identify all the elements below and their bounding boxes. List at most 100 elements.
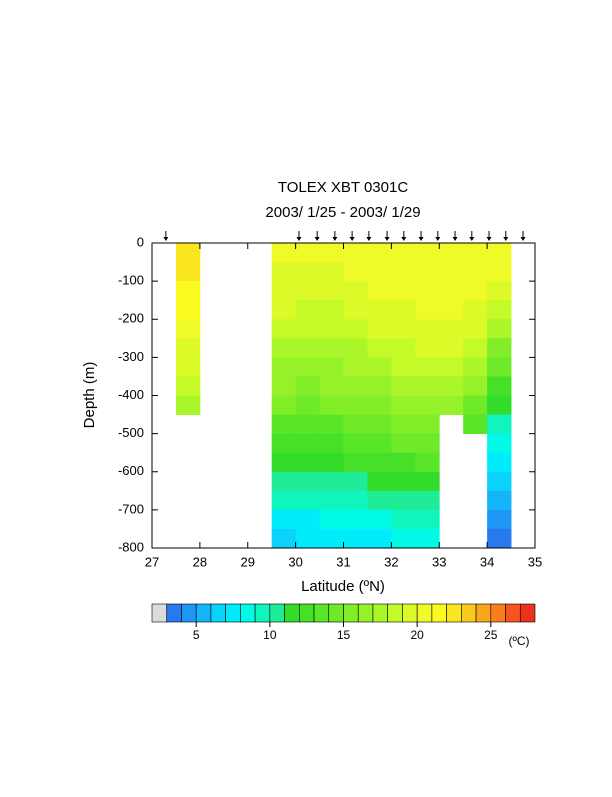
contour-cell — [295, 471, 320, 492]
station-arrowhead — [401, 237, 407, 241]
y-axis-label: Depth (m) — [81, 362, 98, 429]
contour-cell — [367, 300, 392, 320]
contour-cell — [271, 300, 297, 320]
contour-cell — [463, 281, 488, 301]
contour-cell — [319, 357, 344, 377]
colorbar-box — [387, 603, 403, 623]
contour-cell — [463, 300, 488, 320]
contour-cell — [487, 300, 512, 320]
contour-cell — [463, 395, 488, 415]
contour-cell — [319, 452, 344, 473]
contour-cell — [487, 243, 512, 263]
contour-cell — [391, 319, 416, 339]
contour-cell — [367, 490, 392, 511]
contour-cell — [415, 376, 440, 396]
contour-cell — [487, 433, 512, 454]
contour-cell — [319, 395, 344, 415]
contour-cell — [391, 471, 416, 492]
colorbar-tick-label: 15 — [337, 628, 351, 642]
contour-cell — [271, 490, 297, 511]
contour-cell — [295, 414, 320, 435]
contour-cell — [487, 528, 512, 549]
contour-cell — [463, 357, 488, 377]
contour-cell — [487, 281, 512, 301]
contour-cell — [319, 243, 344, 263]
contour-cell — [391, 300, 416, 320]
contour-cell — [175, 357, 201, 377]
contour-cell — [439, 338, 464, 358]
y-tick-label: -700 — [118, 501, 144, 516]
contour-cell — [463, 338, 488, 358]
contour-cell — [295, 262, 320, 282]
colorbar-box — [519, 603, 536, 623]
contour-cell — [487, 376, 512, 396]
x-tick-label: 29 — [241, 554, 255, 569]
contour-cell — [295, 490, 320, 511]
contour-cell — [487, 509, 512, 530]
colorbar-box — [372, 603, 388, 623]
contour-cell — [391, 490, 416, 511]
contour-cell — [487, 262, 512, 282]
contour-cell — [343, 433, 368, 454]
contour-cell — [391, 338, 416, 358]
contour-cell — [415, 262, 440, 282]
contour-cell — [463, 243, 488, 263]
contour-cell — [439, 300, 464, 320]
station-arrowhead — [314, 237, 320, 241]
contour-cell — [367, 281, 392, 301]
contour-cell — [295, 433, 320, 454]
contour-cell — [367, 471, 392, 492]
colorbar-box — [328, 603, 344, 623]
colorbar-box — [431, 603, 447, 623]
contour-cell — [487, 357, 512, 377]
contour-cell — [415, 528, 440, 549]
contour-cell — [487, 490, 512, 511]
contour-cell — [415, 338, 440, 358]
contour-cell — [319, 319, 344, 339]
contour-cell — [415, 433, 440, 454]
contour-cell — [439, 357, 464, 377]
contour-cell — [487, 338, 512, 358]
x-axis-label: Latitude (ºN) — [301, 578, 385, 595]
station-arrowhead — [520, 237, 526, 241]
station-arrowhead — [296, 237, 302, 241]
station-arrowhead — [503, 237, 509, 241]
colorbar-tick-label: 5 — [193, 628, 200, 642]
station-arrowhead — [332, 237, 338, 241]
contour-cell — [343, 490, 368, 511]
station-arrowhead — [384, 237, 390, 241]
x-tick-label: 30 — [288, 554, 302, 569]
contour-cell — [487, 319, 512, 339]
contour-cell — [343, 338, 368, 358]
contour-cell — [271, 357, 297, 377]
colorbar-unit: (ºC) — [508, 634, 529, 648]
contour-cell — [367, 452, 392, 473]
contour-cell — [295, 338, 320, 358]
colorbar-box — [269, 603, 285, 623]
colorbar-box — [490, 603, 506, 623]
contour-cell — [463, 262, 488, 282]
contour-cell — [295, 395, 320, 415]
contour-cell — [343, 262, 368, 282]
contour-cell — [415, 452, 440, 473]
contour-cell — [295, 243, 320, 263]
contour-cell — [367, 433, 392, 454]
contour-cell — [415, 490, 440, 511]
contour-cell — [391, 357, 416, 377]
contour-cell — [343, 395, 368, 415]
contour-cell — [415, 414, 440, 435]
contour-cell — [343, 300, 368, 320]
contour-cell — [271, 376, 297, 396]
contour-cell — [415, 281, 440, 301]
colorbar-box — [225, 603, 241, 623]
contour-cell — [319, 490, 344, 511]
contour-cell — [295, 509, 320, 530]
contour-cell — [295, 452, 320, 473]
contour-cell — [319, 414, 344, 435]
contour-cell — [271, 319, 297, 339]
contour-cell — [415, 357, 440, 377]
contour-cell — [391, 376, 416, 396]
colorbar-box — [210, 603, 226, 623]
contour-cell — [439, 243, 464, 263]
